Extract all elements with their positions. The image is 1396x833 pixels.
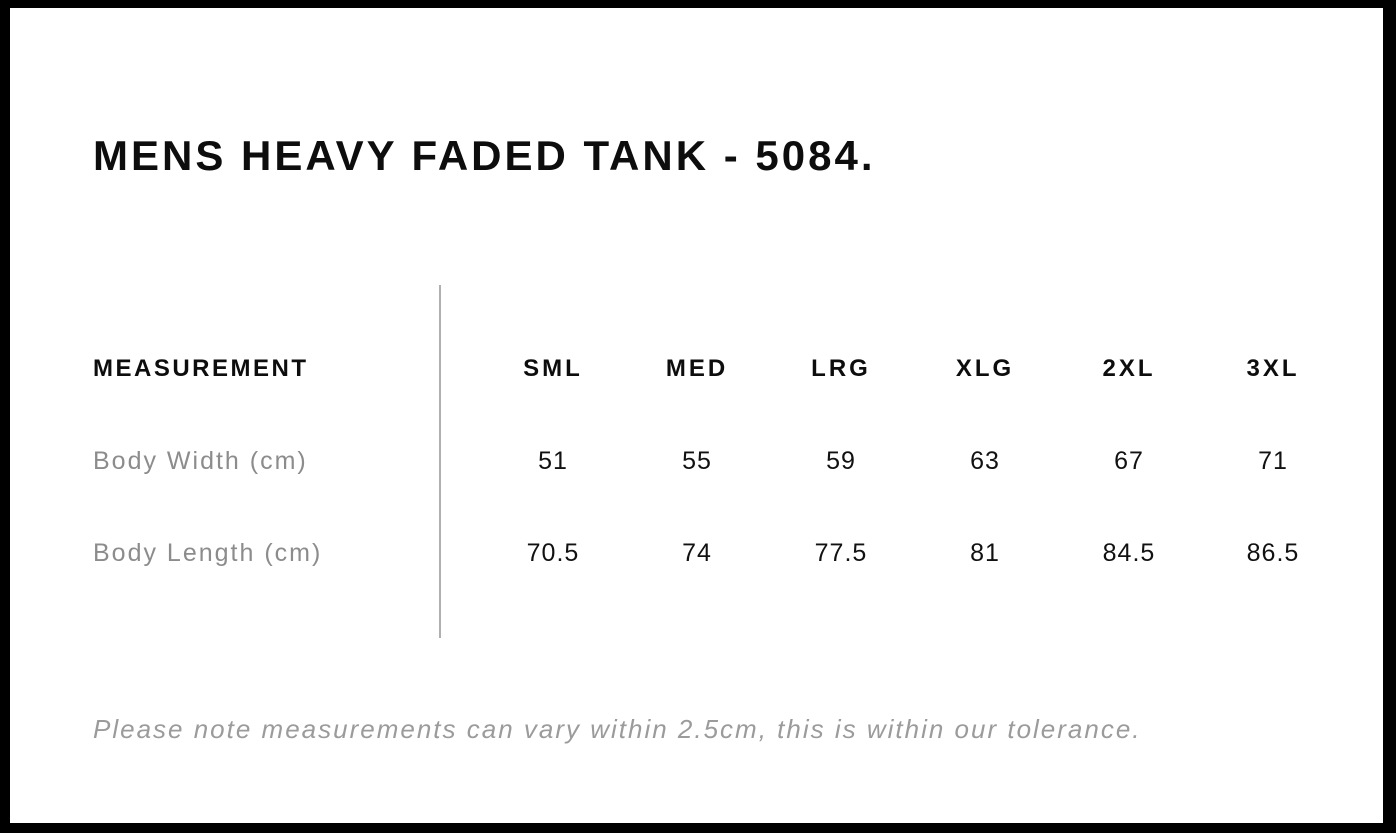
measurement-value: 67 [1114, 446, 1144, 475]
measurement-value: 63 [970, 446, 1000, 475]
size-guide-page: MENS HEAVY FADED TANK - 5084. MEASUREMEN… [10, 8, 1383, 823]
size-column-header: 2XL [1102, 355, 1156, 382]
column-divider-line [439, 285, 441, 638]
tolerance-note: Please note measurements can vary within… [93, 714, 1142, 744]
measurement-value: 84.5 [1102, 538, 1156, 567]
table-header-row: MEASUREMENT SML MED LRG XLG 2XL 3XL [93, 323, 1345, 415]
size-chart-table: MEASUREMENT SML MED LRG XLG 2XL 3XL Body… [93, 285, 1345, 638]
product-title: MENS HEAVY FADED TANK - 5084. [93, 132, 876, 180]
measurement-value: 81 [970, 538, 1000, 567]
measurement-value: 74 [682, 538, 712, 567]
measurement-value: 86.5 [1246, 538, 1300, 567]
size-column-header: 3XL [1246, 355, 1300, 382]
measurement-row-label: Body Length (cm) [93, 538, 323, 567]
measurement-value: 51 [538, 446, 568, 475]
measurement-row-label: Body Width (cm) [93, 446, 308, 475]
size-column-header: XLG [955, 355, 1015, 382]
measurement-value: 70.5 [526, 538, 580, 567]
table-row-body-length: Body Length (cm) 70.5 74 77.5 81 84.5 86… [93, 507, 1345, 599]
measurement-value: 77.5 [814, 538, 868, 567]
measurement-value: 71 [1258, 446, 1288, 475]
measurement-column-header: MEASUREMENT [93, 355, 309, 382]
size-column-header: LRG [811, 355, 871, 382]
measurement-value: 55 [682, 446, 712, 475]
size-column-header: SML [523, 355, 583, 382]
table-row-body-width: Body Width (cm) 51 55 59 63 67 71 [93, 415, 1345, 507]
size-chart-rows: MEASUREMENT SML MED LRG XLG 2XL 3XL Body… [93, 323, 1345, 599]
measurement-value: 59 [826, 446, 856, 475]
size-column-header: MED [665, 355, 729, 382]
